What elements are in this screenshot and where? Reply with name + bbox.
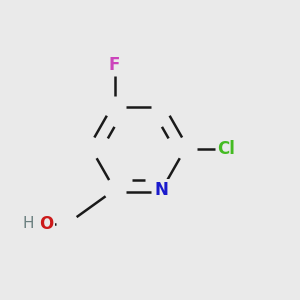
Text: Cl: Cl [218,140,236,158]
Text: F: F [109,56,120,74]
Text: N: N [155,181,169,199]
Text: H: H [22,216,34,231]
Text: O: O [40,214,54,232]
